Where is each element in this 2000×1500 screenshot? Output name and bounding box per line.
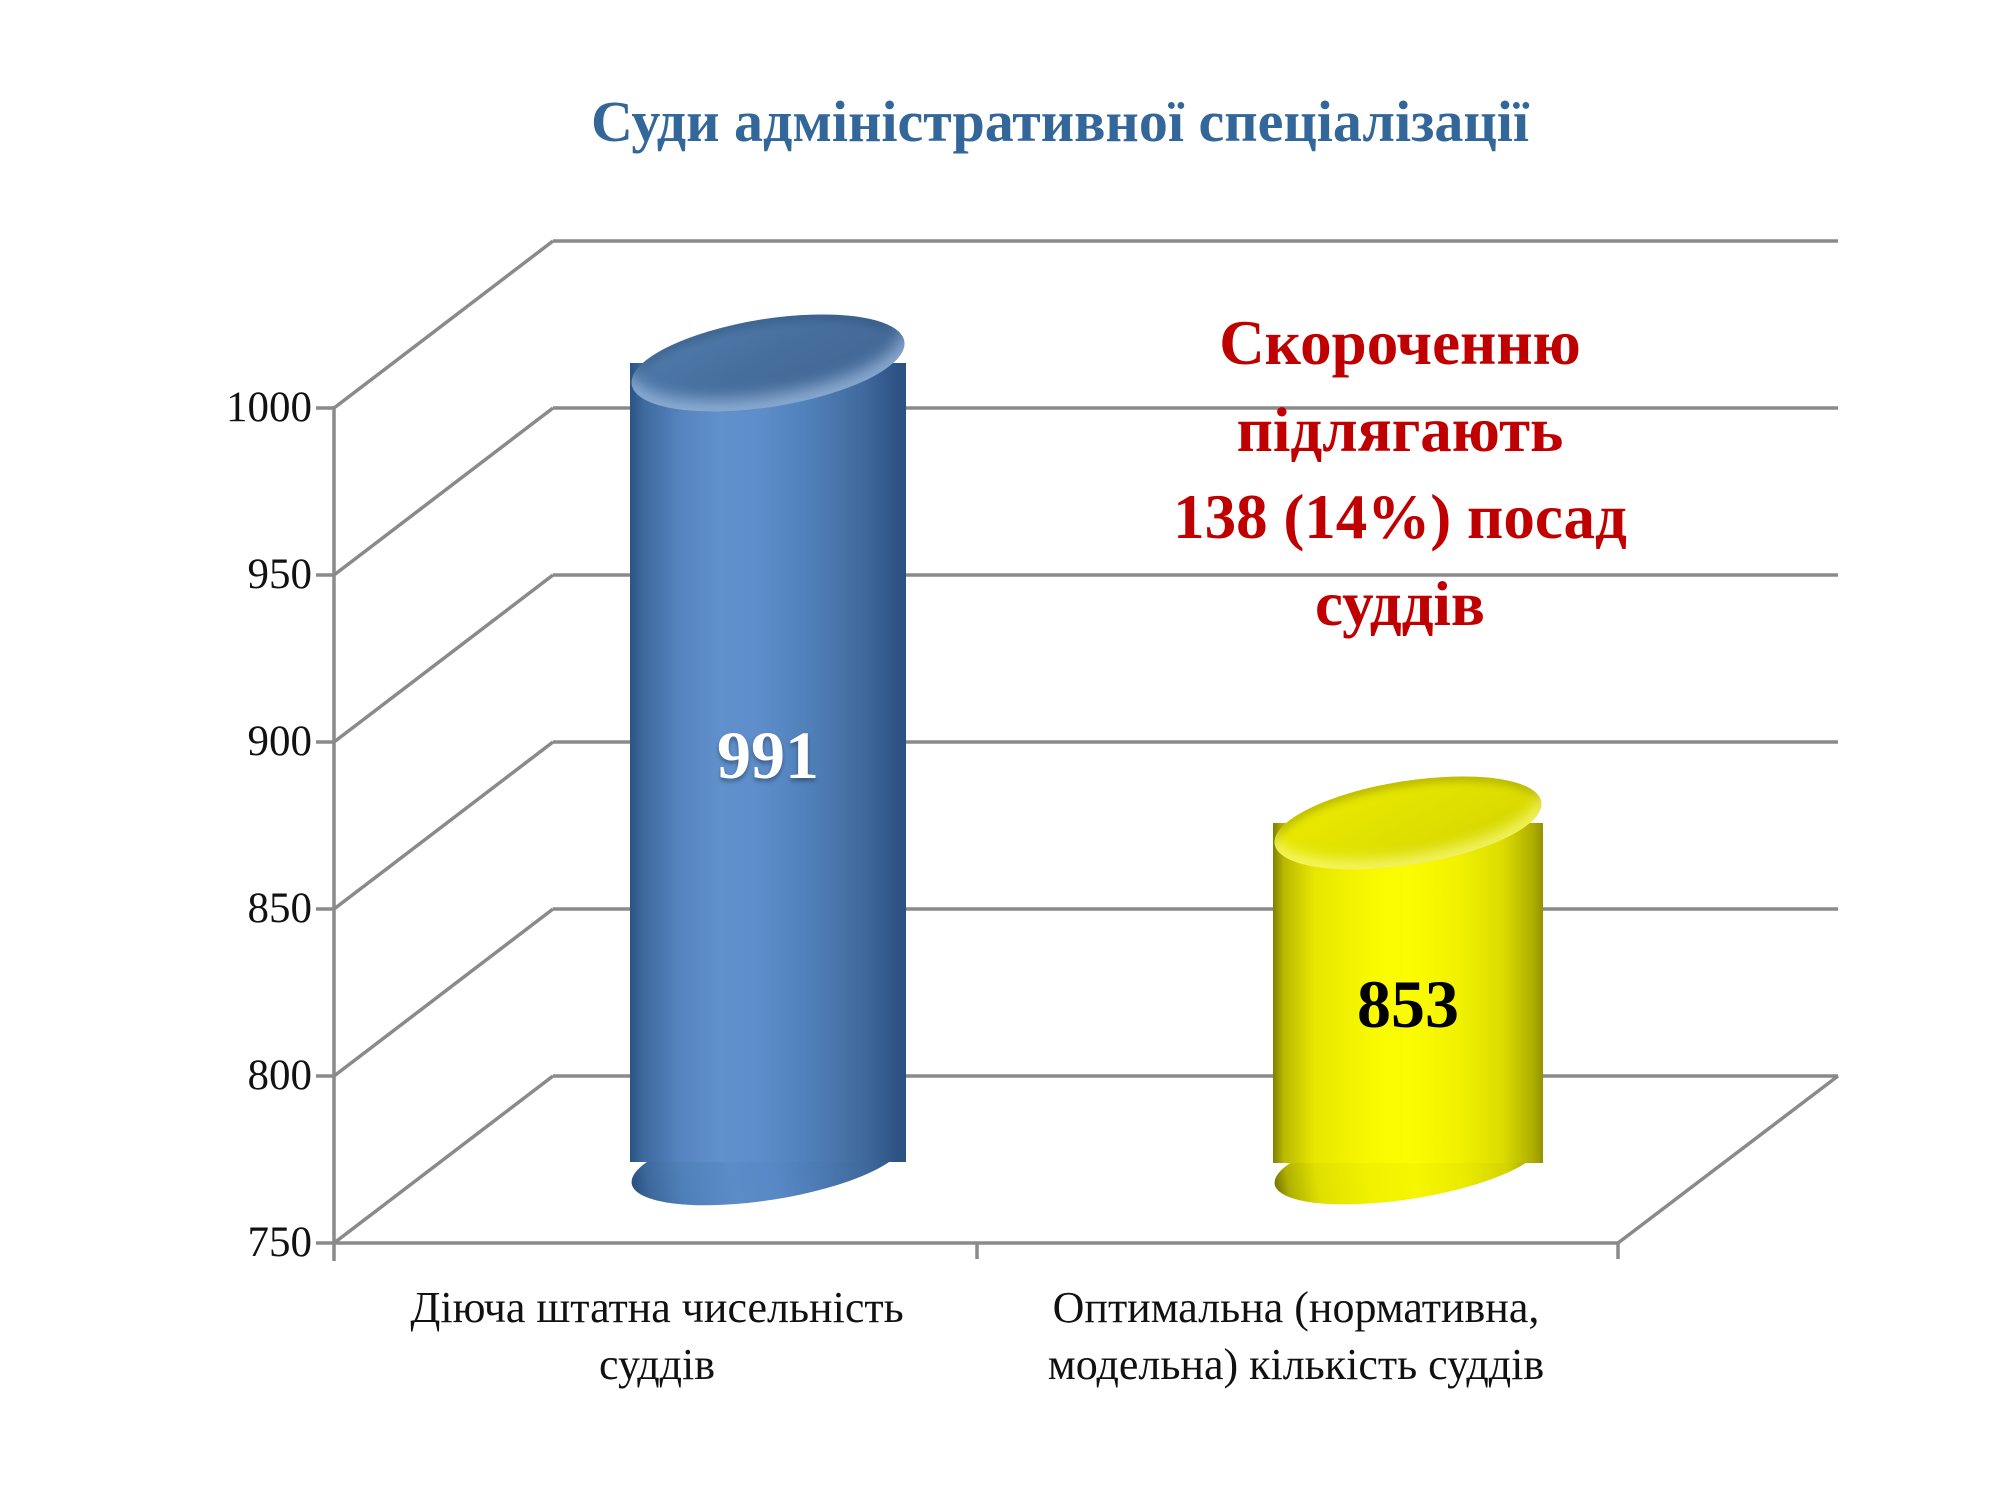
- ytick-950: 950: [247, 551, 313, 598]
- gridline-850: [316, 740, 1838, 911]
- gridline-800: [316, 907, 1838, 1078]
- bar-value-label: 853: [1357, 966, 1459, 1042]
- annotation-line-3: 138 (14%) посад: [1173, 482, 1627, 552]
- gridline-750: [316, 1074, 1838, 1245]
- cylinder-body: [1273, 823, 1543, 1163]
- annotation-line-2: підлягають: [1236, 395, 1564, 465]
- cylinder-body: [630, 363, 906, 1162]
- chart-title: Суди адміністративної спеціалізації: [590, 89, 1530, 154]
- ytick-850: 850: [247, 885, 313, 932]
- category-axis: [334, 1074, 1840, 1259]
- ytick-900: 900: [247, 718, 313, 765]
- bar-cylinder-yellow: 853: [1268, 760, 1548, 1220]
- ytick-800: 800: [247, 1052, 313, 1099]
- bar-cylinder-blue: 991: [624, 297, 912, 1222]
- category-label-1: Діюча штатна чисельність суддів: [410, 1283, 904, 1389]
- annotation-line-4: суддів: [1315, 569, 1485, 639]
- ytick-750: 750: [247, 1219, 313, 1266]
- annotation-text: Скороченню підлягають 138 (14%) посад су…: [1080, 300, 1720, 648]
- annotation-line-1: Скороченню: [1219, 308, 1581, 378]
- gridline-1000: [316, 239, 1838, 410]
- ytick-1000: 1000: [226, 384, 312, 431]
- category-label-2: Оптимальна (нормативна, модельна) кількі…: [1047, 1283, 1545, 1389]
- bar-value-label: 991: [717, 717, 819, 793]
